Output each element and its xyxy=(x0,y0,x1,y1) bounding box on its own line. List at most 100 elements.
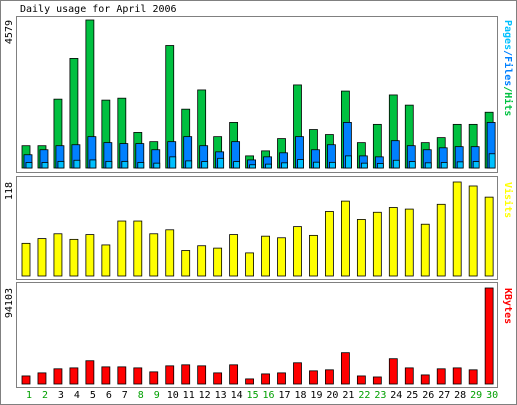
legend-separator: / xyxy=(502,86,513,92)
bar xyxy=(25,162,33,169)
y-tick-label: 4579 xyxy=(4,20,15,44)
bar xyxy=(229,234,239,277)
bar xyxy=(21,375,31,385)
bar xyxy=(149,233,159,277)
bar xyxy=(404,367,414,385)
bar xyxy=(293,226,302,277)
x-tick-label: 12 xyxy=(199,390,211,401)
legend-entry: Hits xyxy=(502,92,514,116)
x-tick-label: 18 xyxy=(294,390,306,401)
x-tick-label: 13 xyxy=(215,390,227,401)
bar xyxy=(105,160,113,169)
bar xyxy=(181,250,191,277)
bar xyxy=(21,242,31,277)
bar xyxy=(117,220,127,277)
bar xyxy=(261,235,270,277)
bar xyxy=(329,161,336,169)
x-tick-label: 14 xyxy=(231,390,243,401)
bar xyxy=(85,360,95,385)
bar xyxy=(340,200,350,277)
bar xyxy=(440,162,448,169)
bar xyxy=(37,372,47,385)
bar xyxy=(37,238,47,277)
bar xyxy=(488,153,496,169)
bar xyxy=(309,370,318,385)
bar xyxy=(133,220,143,277)
bar xyxy=(356,375,366,385)
bar xyxy=(201,161,209,169)
legend: KBytes xyxy=(502,288,513,324)
bar xyxy=(297,159,304,169)
bar xyxy=(277,372,286,385)
legend-entry: Pages xyxy=(502,20,513,50)
x-tick-label: 25 xyxy=(406,390,418,401)
x-tick-label: 8 xyxy=(138,390,144,401)
x-tick-label: 5 xyxy=(90,390,96,401)
bar xyxy=(325,369,334,385)
legend-entry: Files xyxy=(502,56,514,86)
bar xyxy=(436,203,446,277)
legend: Visits xyxy=(502,182,514,218)
bar xyxy=(137,162,145,169)
x-tick-label: 4 xyxy=(74,390,80,401)
x-tick-label: 24 xyxy=(390,390,402,401)
x-tick-label: 21 xyxy=(342,390,354,401)
bar xyxy=(101,244,111,277)
bar xyxy=(213,372,223,385)
bar xyxy=(217,157,225,169)
panel xyxy=(16,282,498,388)
bar xyxy=(344,155,352,169)
bar xyxy=(388,358,398,385)
x-tick-label: 20 xyxy=(326,390,338,401)
bar xyxy=(360,162,368,169)
bar xyxy=(420,374,430,385)
bar xyxy=(468,369,478,385)
bar xyxy=(229,364,239,385)
bar xyxy=(313,161,320,169)
bar xyxy=(69,238,79,277)
x-tick-label: 6 xyxy=(106,390,112,401)
legend-entry: Visits xyxy=(502,182,514,218)
bar xyxy=(309,234,318,277)
bar xyxy=(388,207,398,277)
legend-entry: KBytes xyxy=(502,288,513,324)
x-tick-label: 30 xyxy=(486,390,498,401)
bar xyxy=(121,160,129,169)
bar xyxy=(468,185,478,277)
bar xyxy=(261,373,270,385)
bar xyxy=(117,366,127,385)
x-tick-label: 22 xyxy=(358,390,370,401)
bar xyxy=(41,162,49,169)
x-tick-label: 1 xyxy=(26,390,32,401)
legend-separator: / xyxy=(502,50,513,56)
bar xyxy=(472,161,480,169)
x-tick-label: 29 xyxy=(470,390,482,401)
bar xyxy=(73,159,81,169)
bar xyxy=(277,237,286,277)
x-tick-label: 28 xyxy=(454,390,466,401)
bar xyxy=(85,234,95,277)
bar xyxy=(452,181,462,277)
bar xyxy=(57,160,65,169)
x-tick-label: 27 xyxy=(438,390,450,401)
bar xyxy=(456,161,464,169)
x-tick-label: 3 xyxy=(58,390,64,401)
bar xyxy=(484,196,494,277)
bar xyxy=(245,378,254,385)
bar xyxy=(245,252,254,277)
bar xyxy=(404,208,414,277)
bar xyxy=(153,162,161,169)
x-tick-label: 23 xyxy=(374,390,386,401)
bar xyxy=(420,223,430,277)
bar xyxy=(89,159,97,169)
bar xyxy=(424,162,432,169)
bar xyxy=(197,365,207,385)
bar xyxy=(376,163,384,169)
bar xyxy=(165,365,175,385)
x-tick-label: 2 xyxy=(42,390,48,401)
y-tick-label: 118 xyxy=(4,182,15,200)
bar xyxy=(181,364,191,385)
x-tick-label: 17 xyxy=(278,390,290,401)
y-tick-label: 94103 xyxy=(4,288,15,318)
